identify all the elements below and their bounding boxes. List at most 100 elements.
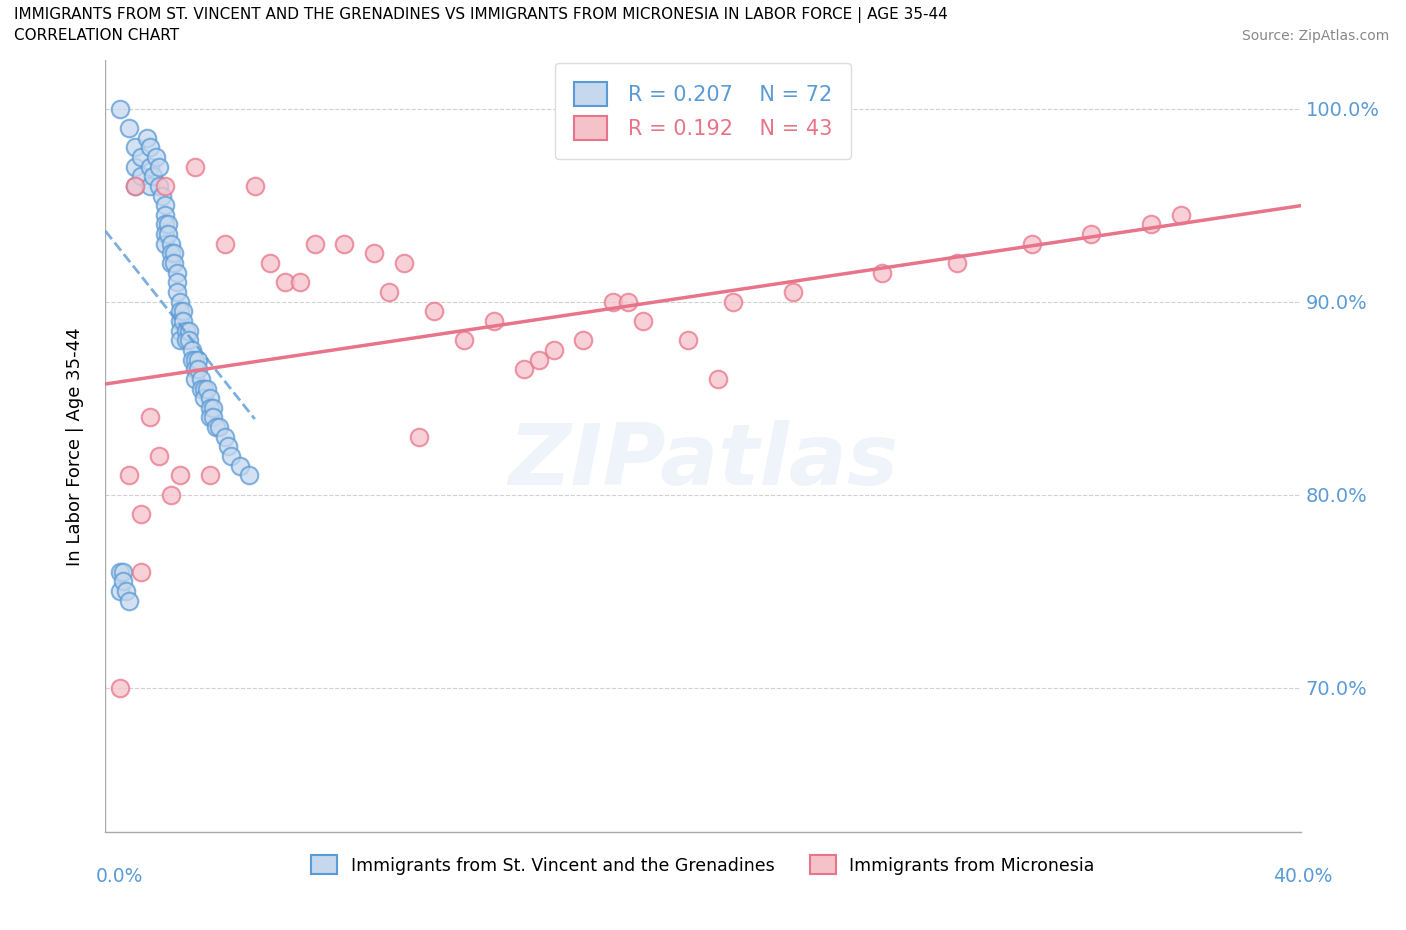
- Point: [572, 333, 595, 348]
- Point: [273, 275, 295, 290]
- Text: Source: ZipAtlas.com: Source: ZipAtlas.com: [1241, 29, 1389, 43]
- Point: [129, 565, 153, 579]
- Point: [148, 159, 170, 174]
- Point: [148, 179, 170, 193]
- Point: [193, 391, 215, 405]
- Point: [160, 246, 183, 260]
- Point: [1170, 207, 1192, 222]
- Point: [110, 584, 132, 599]
- Point: [707, 371, 730, 386]
- Point: [129, 507, 153, 522]
- Point: [177, 333, 201, 348]
- Point: [187, 352, 209, 367]
- Point: [136, 130, 159, 145]
- Point: [782, 285, 804, 299]
- Point: [174, 323, 197, 338]
- Point: [513, 362, 536, 377]
- Point: [160, 236, 183, 251]
- Point: [198, 410, 221, 425]
- Point: [202, 400, 225, 415]
- Y-axis label: In Labor Force | Age 35-44: In Labor Force | Age 35-44: [66, 327, 84, 565]
- Point: [219, 448, 242, 463]
- Point: [172, 313, 194, 328]
- Point: [155, 198, 177, 213]
- Point: [142, 168, 165, 183]
- Point: [124, 179, 146, 193]
- Point: [184, 362, 207, 377]
- Point: [155, 179, 177, 193]
- Point: [172, 304, 194, 319]
- Point: [124, 179, 146, 193]
- Point: [205, 419, 228, 434]
- Point: [394, 256, 416, 271]
- Point: [155, 227, 177, 242]
- Point: [160, 256, 183, 271]
- Point: [110, 565, 132, 579]
- Point: [118, 121, 141, 136]
- Point: [157, 217, 180, 232]
- Point: [184, 371, 207, 386]
- Point: [229, 458, 252, 473]
- Point: [238, 468, 260, 483]
- Point: [124, 140, 146, 154]
- Point: [363, 246, 385, 260]
- Point: [378, 285, 401, 299]
- Point: [169, 323, 191, 338]
- Point: [169, 304, 191, 319]
- Point: [169, 333, 191, 348]
- Point: [160, 487, 183, 502]
- Point: [118, 593, 141, 608]
- Point: [187, 362, 209, 377]
- Point: [214, 236, 236, 251]
- Point: [145, 150, 167, 165]
- Point: [184, 352, 207, 367]
- Point: [193, 381, 215, 396]
- Point: [139, 140, 162, 154]
- Point: [946, 256, 969, 271]
- Point: [217, 439, 239, 454]
- Point: [174, 333, 197, 348]
- Point: [1140, 217, 1163, 232]
- Point: [208, 419, 231, 434]
- Point: [198, 400, 221, 415]
- Point: [482, 313, 505, 328]
- Point: [214, 430, 236, 445]
- Point: [617, 294, 640, 309]
- Point: [602, 294, 624, 309]
- Point: [333, 236, 356, 251]
- Point: [304, 236, 326, 251]
- Point: [110, 101, 132, 116]
- Point: [155, 217, 177, 232]
- Point: [129, 150, 153, 165]
- Point: [169, 294, 191, 309]
- Point: [110, 680, 132, 695]
- Point: [155, 207, 177, 222]
- Point: [157, 227, 180, 242]
- Point: [169, 313, 191, 328]
- Point: [166, 265, 188, 280]
- Point: [633, 313, 655, 328]
- Point: [166, 285, 188, 299]
- Point: [139, 159, 162, 174]
- Point: [872, 265, 894, 280]
- Point: [115, 584, 138, 599]
- Point: [543, 342, 565, 357]
- Point: [181, 352, 204, 367]
- Point: [150, 188, 173, 203]
- Point: [155, 236, 177, 251]
- Point: [259, 256, 281, 271]
- Point: [527, 352, 550, 367]
- Text: ZIPatlas: ZIPatlas: [508, 420, 898, 503]
- Point: [408, 430, 430, 445]
- Point: [139, 410, 162, 425]
- Point: [198, 391, 221, 405]
- Text: CORRELATION CHART: CORRELATION CHART: [14, 28, 179, 43]
- Point: [181, 342, 204, 357]
- Point: [198, 468, 221, 483]
- Point: [177, 323, 201, 338]
- Point: [163, 256, 186, 271]
- Point: [118, 468, 141, 483]
- Point: [288, 275, 311, 290]
- Point: [1080, 227, 1102, 242]
- Point: [190, 371, 212, 386]
